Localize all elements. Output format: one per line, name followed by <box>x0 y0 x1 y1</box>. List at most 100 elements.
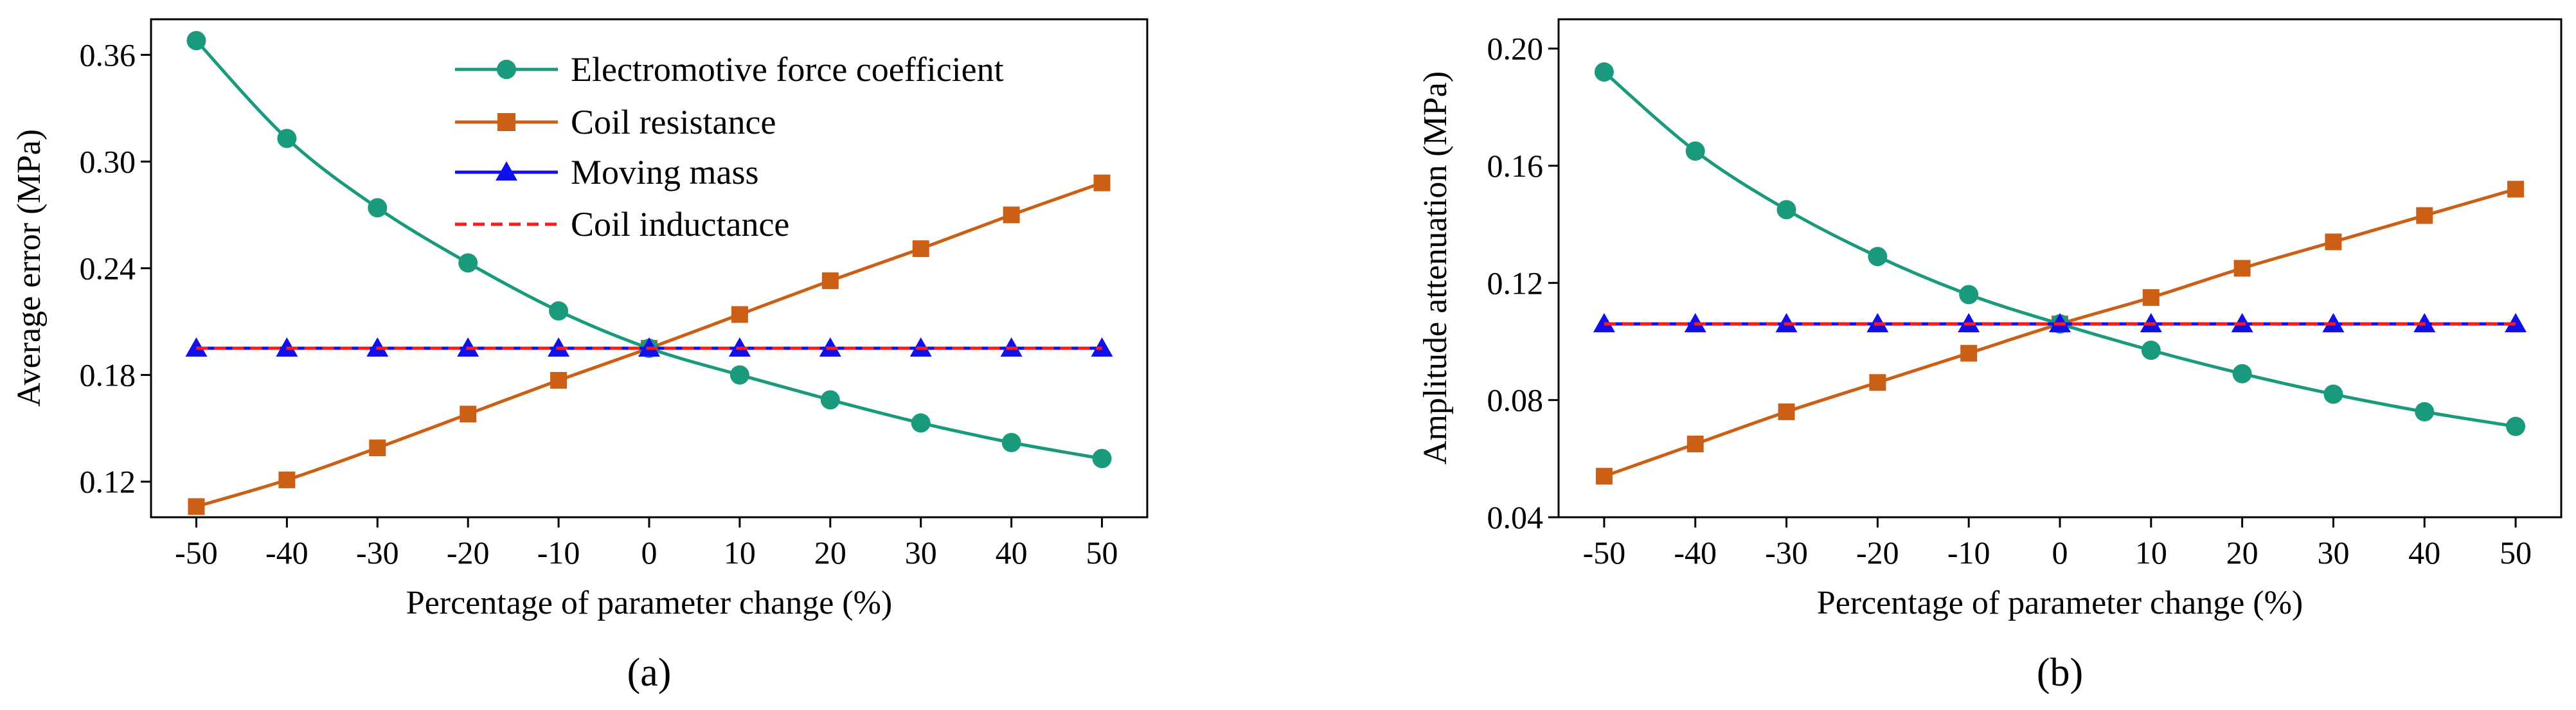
data-point-coil-resistance <box>2416 207 2433 224</box>
x-tick-label: -40 <box>265 535 309 571</box>
y-tick-label: 0.18 <box>80 357 136 393</box>
data-point-electromotive-force-coefficient <box>2415 402 2435 422</box>
series-layer-b <box>1593 62 2527 485</box>
x-tick-label: -50 <box>175 535 218 571</box>
x-tick-label: 30 <box>905 535 937 571</box>
x-tick-label: 40 <box>2408 535 2440 571</box>
x-tick-label: 10 <box>2135 535 2167 571</box>
x-tick-label: -50 <box>1583 535 1626 571</box>
y-tick-label: 0.24 <box>80 251 136 287</box>
legend-swatch-electromotive-marker <box>497 60 516 79</box>
series-layer-a <box>185 31 1113 515</box>
data-point-electromotive-force-coefficient <box>2323 384 2343 404</box>
y-axis-title-b: Amplitude attenuation (MPa) <box>1417 71 1454 465</box>
legend-swatch-moving-mass-marker <box>496 161 517 181</box>
y-tick-label: 0.36 <box>80 37 136 73</box>
data-point-coil-resistance <box>550 371 568 389</box>
x-tick-label: 50 <box>2500 535 2532 571</box>
data-point-coil-resistance <box>460 405 477 423</box>
data-point-moving-mass <box>2505 313 2527 333</box>
y-ticks-b: 0.04 0.08 0.12 0.16 0.20 <box>1487 31 1559 535</box>
series-electromotive-force-coefficient <box>186 31 1112 468</box>
data-point-coil-resistance <box>2142 289 2160 306</box>
y-tick-label: 0.12 <box>80 464 136 500</box>
data-point-coil-resistance <box>1595 468 1613 485</box>
x-tick-label: -20 <box>447 535 490 571</box>
data-point-electromotive-force-coefficient <box>277 129 297 148</box>
data-point-electromotive-force-coefficient <box>2506 416 2526 436</box>
x-tick-label: 20 <box>2226 535 2258 571</box>
panel-label-a: (a) <box>627 651 672 695</box>
x-tick-label: 20 <box>814 535 846 571</box>
data-point-electromotive-force-coefficient <box>1776 200 1796 220</box>
x-tick-label: -10 <box>1947 535 1990 571</box>
x-axis-title-b: Percentage of parameter change (%) <box>1817 585 2303 621</box>
data-point-coil-resistance <box>1778 403 1795 420</box>
x-tick-label: 30 <box>2317 535 2349 571</box>
data-point-coil-resistance <box>2325 233 2342 251</box>
y-tick-label: 0.08 <box>1487 382 1544 418</box>
x-tick-label: 50 <box>1086 535 1118 571</box>
y-tick-label: 0.20 <box>1487 31 1544 67</box>
plot-frame-a <box>150 18 1149 519</box>
data-point-coil-resistance <box>2233 260 2251 277</box>
data-point-electromotive-force-coefficient <box>549 301 569 321</box>
data-point-coil-resistance <box>731 306 748 323</box>
plot-frame-b <box>1557 18 2563 519</box>
series-electromotive-force-coefficient <box>1594 62 2526 436</box>
data-point-electromotive-force-coefficient <box>2232 364 2252 384</box>
data-point-electromotive-force-coefficient <box>820 390 840 410</box>
data-point-electromotive-force-coefficient <box>186 31 206 51</box>
x-axis-title-a: Percentage of parameter change (%) <box>406 585 892 621</box>
legend-swatch-coil-resistance-marker <box>497 113 515 131</box>
data-point-electromotive-force-coefficient <box>1092 448 1112 468</box>
x-tick-label: -20 <box>1856 535 1899 571</box>
data-point-electromotive-force-coefficient <box>368 198 388 218</box>
data-point-coil-resistance <box>912 240 929 258</box>
data-point-coil-resistance <box>1686 436 1704 453</box>
data-point-electromotive-force-coefficient <box>729 365 749 385</box>
y-axis-title-a: Average error (MPa) <box>11 129 48 407</box>
y-tick-label: 0.30 <box>80 143 136 179</box>
data-point-coil-resistance <box>1960 344 1978 362</box>
x-tick-label: 0 <box>2052 535 2068 571</box>
data-point-electromotive-force-coefficient <box>1001 432 1021 452</box>
legend-item-electromotive: Electromotive force coefficient <box>455 50 1004 89</box>
data-point-electromotive-force-coefficient <box>1594 62 1614 82</box>
data-point-coil-resistance <box>821 272 839 289</box>
data-point-coil-resistance <box>1003 206 1020 224</box>
y-tick-label: 0.16 <box>1487 148 1544 184</box>
y-ticks-a: 0.12 0.18 0.24 0.30 0.36 <box>80 37 151 500</box>
legend-item-coil-resistance: Coil resistance <box>455 103 776 141</box>
legend-label-coil-inductance: Coil inductance <box>571 205 789 244</box>
data-point-electromotive-force-coefficient <box>458 253 478 273</box>
legend-item-coil-inductance: Coil inductance <box>455 205 789 244</box>
y-tick-label: 0.12 <box>1487 265 1544 301</box>
x-ticks-b: -50 -40 -30 -20 -10 0 10 20 30 40 50 <box>1583 517 2532 571</box>
chart-panel-a: -50 -40 -30 -20 -10 0 10 20 30 40 50 0.120.180.240… <box>11 18 1149 695</box>
x-tick-label: 10 <box>724 535 756 571</box>
legend-label-moving-mass: Moving mass <box>571 153 759 191</box>
data-point-coil-resistance <box>2507 181 2525 198</box>
data-point-coil-resistance <box>1093 174 1111 191</box>
chart-panel-b: -50 -40 -30 -20 -10 0 10 20 30 40 50 0.040.080.120… <box>1417 18 2563 695</box>
series-line-electromotive-force-coefficient <box>1603 71 2516 429</box>
data-point-coil-resistance <box>1869 374 1886 391</box>
x-tick-label: -10 <box>537 535 580 571</box>
y-tick-label: 0.04 <box>1487 499 1544 535</box>
x-tick-label: -30 <box>356 535 399 571</box>
data-point-electromotive-force-coefficient <box>1685 141 1705 161</box>
legend-label-coil-resistance: Coil resistance <box>571 103 776 141</box>
data-point-electromotive-force-coefficient <box>2141 341 2161 360</box>
x-tick-label: 0 <box>641 535 657 571</box>
x-tick-label: -40 <box>1674 535 1717 571</box>
x-tick-label: 40 <box>996 535 1028 571</box>
data-point-coil-resistance <box>369 439 386 457</box>
data-point-electromotive-force-coefficient <box>1868 247 1888 267</box>
data-point-electromotive-force-coefficient <box>1959 285 1979 305</box>
legend-label-electromotive: Electromotive force coefficient <box>571 50 1004 89</box>
legend-item-moving-mass: Moving mass <box>455 153 759 191</box>
panel-label-b: (b) <box>2037 651 2083 695</box>
x-ticks-a: -50 -40 -30 -20 -10 0 10 20 30 40 50 <box>175 517 1118 571</box>
